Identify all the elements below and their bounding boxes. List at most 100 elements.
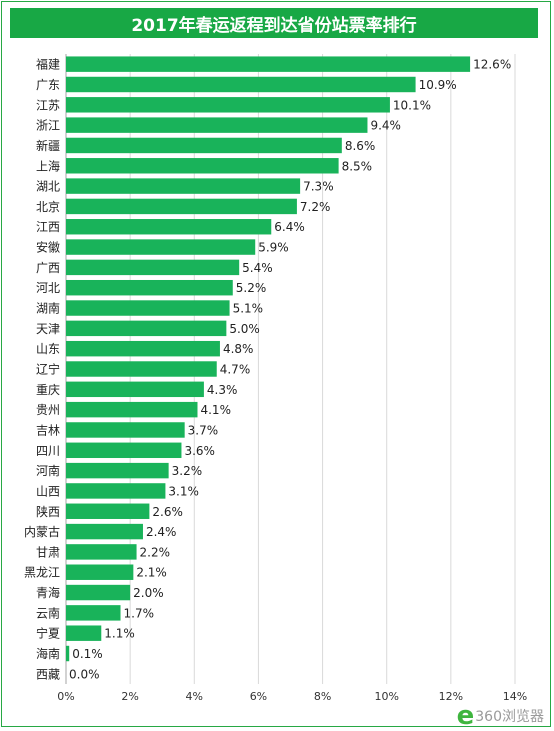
category-label: 贵州 [36, 403, 60, 417]
category-label: 西藏 [36, 667, 60, 681]
data-label: 1.1% [104, 627, 134, 641]
data-label: 12.6% [473, 58, 511, 72]
bar [66, 340, 220, 357]
bar [66, 320, 227, 337]
data-label: 2.2% [140, 545, 171, 559]
data-label: 8.5% [342, 159, 373, 173]
bar [66, 300, 230, 316]
data-label: 6.4% [274, 220, 305, 234]
bar [66, 422, 185, 438]
watermark-text: 360浏览器 [475, 709, 544, 725]
data-label: 3.1% [168, 484, 199, 498]
category-label: 安徽 [36, 240, 60, 255]
data-label: 10.9% [419, 78, 457, 92]
data-label: 2.4% [146, 525, 177, 539]
data-label: 0.1% [72, 647, 103, 661]
data-label: 3.2% [172, 464, 203, 478]
bar [66, 219, 272, 235]
bar [66, 239, 256, 255]
data-label: 2.0% [133, 586, 164, 600]
data-label: 5.0% [229, 322, 260, 336]
category-label: 黑龙江 [24, 566, 60, 580]
bar [66, 462, 169, 479]
category-label: 广西 [36, 261, 60, 275]
data-label: 9.4% [370, 119, 401, 133]
category-label: 北京 [36, 200, 60, 214]
x-tick-label: 8% [314, 690, 331, 703]
x-tick-label: 2% [121, 690, 138, 703]
category-label: 河北 [36, 281, 60, 295]
category-label: 辽宁 [36, 362, 60, 377]
category-label: 青海 [36, 585, 60, 600]
bar [66, 442, 182, 459]
category-label: 上海 [36, 158, 60, 173]
category-label: 海南 [36, 646, 60, 661]
bar [66, 523, 143, 540]
bar [66, 178, 301, 194]
data-label: 3.6% [184, 444, 215, 458]
data-label: 3.7% [188, 423, 219, 437]
x-tick-label: 12% [439, 690, 463, 703]
category-label: 江苏 [36, 98, 60, 112]
category-label: 新疆 [36, 138, 60, 153]
data-label: 10.1% [393, 98, 431, 112]
category-label: 甘肃 [36, 545, 60, 559]
bar [66, 584, 131, 601]
x-tick-label: 6% [250, 690, 267, 703]
bar [66, 544, 137, 560]
bar [66, 625, 102, 641]
data-label: 0.0% [69, 667, 100, 681]
data-label: 4.8% [223, 342, 254, 356]
data-label: 2.6% [152, 505, 183, 519]
bar [66, 605, 121, 621]
category-label: 山西 [36, 484, 60, 498]
category-label: 湖南 [36, 301, 60, 316]
bar [66, 76, 416, 93]
category-label: 湖北 [36, 179, 60, 194]
x-tick-label: 4% [186, 690, 203, 703]
bar [66, 645, 70, 662]
data-label: 4.7% [220, 363, 251, 377]
bar [66, 56, 471, 72]
category-label: 重庆 [36, 383, 60, 397]
data-label: 2.1% [136, 566, 167, 580]
bar [66, 483, 166, 499]
category-label: 天津 [36, 322, 60, 336]
category-label: 福建 [36, 57, 60, 72]
category-label: 河南 [36, 463, 60, 478]
data-label: 1.7% [124, 606, 154, 620]
data-label: 4.1% [200, 403, 231, 417]
bar [66, 361, 217, 377]
data-label: 7.3% [303, 180, 334, 194]
data-label: 8.6% [345, 139, 376, 153]
browser-logo-icon: e [456, 701, 475, 731]
bar [66, 97, 390, 113]
data-label: 5.4% [242, 261, 273, 275]
data-label: 5.1% [233, 302, 263, 316]
category-label: 浙江 [36, 119, 60, 133]
bar [66, 401, 198, 418]
category-label: 陕西 [36, 504, 60, 519]
data-label: 4.3% [207, 383, 238, 397]
data-label: 5.9% [258, 241, 289, 255]
bar [66, 564, 134, 580]
bar [66, 503, 150, 519]
bar [66, 259, 240, 276]
data-label: 7.2% [300, 200, 331, 214]
x-tick-label: 14% [503, 690, 527, 703]
x-tick-label: 10% [374, 690, 398, 703]
bar [66, 158, 339, 174]
category-label: 江西 [36, 220, 60, 234]
bar [66, 381, 204, 398]
category-label: 广东 [36, 78, 60, 92]
category-label: 宁夏 [36, 626, 60, 641]
bar [66, 279, 233, 296]
bar [66, 198, 297, 215]
category-label: 吉林 [36, 423, 60, 437]
category-label: 云南 [36, 605, 60, 620]
bar [66, 117, 368, 133]
watermark: e 360浏览器 [456, 701, 544, 731]
x-tick-label: 0% [57, 690, 74, 703]
category-label: 山东 [36, 342, 60, 356]
